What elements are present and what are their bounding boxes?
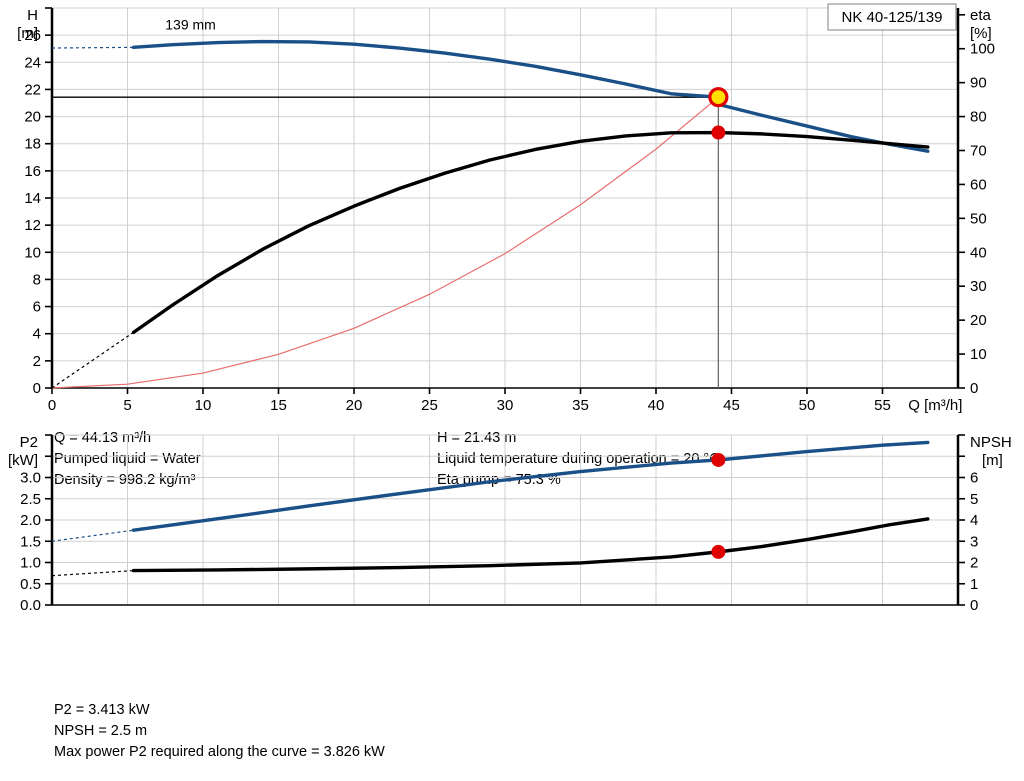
y-axis-title-left-unit: [m]: [17, 25, 38, 42]
y-tick-label-right: 2: [970, 555, 978, 572]
y-tick-label-left: 0.0: [20, 597, 41, 614]
head-efficiency-chart: 0 2 4 6 8 10 12 14 16 18 20 22 24 26 0 10 20 30 40 50 60 70 80…: [17, 3, 995, 414]
y-tick-label-left: 0.5: [20, 576, 41, 593]
duty-point-npsh: [711, 544, 726, 559]
power-curve-extension: [51, 529, 134, 542]
power-info-line: NPSH = 2.5 m: [54, 723, 148, 739]
head-curve: [131, 39, 930, 153]
power-npsh-plot: 0.0 0.5 1.0 1.5 2.0 2.5 3.0 0 1 2 3 4 5 6 P2[kW] NPSH[m…: [8, 434, 1012, 614]
npsh-curve: [131, 517, 930, 573]
x-tick-label: 55: [874, 397, 891, 414]
power-info-line: Max power P2 required along the curve = …: [54, 744, 385, 760]
y-tick-label-left: 1.0: [20, 555, 41, 572]
power-info-line: P2 = 3.413 kW: [54, 702, 150, 718]
x-tick-label: 50: [799, 397, 816, 414]
y-tick-label-left: 22: [24, 81, 41, 98]
y-tick-label-left: 18: [24, 136, 41, 153]
y-axis-title-right-unit: [%]: [970, 25, 992, 42]
x-axis-title: Q [m³/h]: [908, 397, 962, 414]
y-tick-label-left: 16: [24, 163, 41, 180]
x-tick-label: 30: [497, 397, 514, 414]
y-tick-label-right: 30: [970, 278, 987, 295]
y-tick-label-right: 50: [970, 210, 987, 227]
y-tick-label-left: 14: [24, 190, 41, 207]
y-tick-label-left: 8: [33, 271, 41, 288]
system-curve: [51, 96, 719, 389]
y-tick-label-right: 100: [970, 41, 995, 58]
x-tick-label: 35: [572, 397, 589, 414]
model-label: NK 40-125/139: [842, 9, 943, 26]
y-axis-title-left: P2: [20, 434, 38, 451]
impeller-size-label: 139 mm: [165, 17, 216, 33]
npsh-curve-extension: [51, 569, 134, 577]
y-axis-title-left: H: [27, 7, 38, 24]
efficiency-curve: [131, 130, 930, 335]
x-tick-label: 0: [48, 397, 56, 414]
y-tick-label-right: 1: [970, 576, 978, 593]
head-curve-extension: [51, 46, 134, 49]
y-tick-label-left: 10: [24, 244, 41, 261]
model-label-box: [827, 3, 957, 31]
y-tick-label-right: 90: [970, 75, 987, 92]
y-tick-label-left: 2: [33, 353, 41, 370]
y-tick-label-left: 20: [24, 109, 41, 126]
y-tick-label-right: 0: [970, 380, 978, 397]
duty-info-right-line: Liquid temperature during operation = 20…: [437, 451, 720, 467]
duty-info-right-line: H = 21.43 m: [437, 430, 517, 446]
y-tick-label-right: 5: [970, 491, 978, 508]
y-tick-label-left: 2.5: [20, 491, 41, 508]
y-tick-label-left: 24: [24, 54, 41, 71]
y-tick-label-left: 2.0: [20, 512, 41, 529]
y-tick-label-right: 10: [970, 346, 987, 363]
y-tick-label-right: 3: [970, 533, 978, 550]
x-tick-label: 10: [195, 397, 212, 414]
x-tick-label: 45: [723, 397, 740, 414]
y-tick-label-right: 4: [970, 512, 978, 529]
x-tick-label: 40: [648, 397, 665, 414]
duty-info-left-line: Q = 44.13 m³/h: [54, 430, 152, 446]
y-tick-label-left: 6: [33, 299, 41, 316]
y-tick-label-left: 4: [33, 326, 41, 343]
y-tick-label-left: 3.0: [20, 470, 41, 487]
power-npsh-chart: 0.0 0.5 1.0 1.5 2.0 2.5 3.0 0 1 2 3 4 5 6 P2 [kW] NPSH [m…: [0, 425, 1024, 625]
y-tick-label-right: 80: [970, 109, 987, 126]
y-tick-label-left: 1.5: [20, 533, 41, 550]
y-tick-label-right: 20: [970, 312, 987, 329]
y-tick-label-left: 0: [33, 380, 41, 397]
duty-point-efficiency: [711, 125, 726, 140]
y-axis-title-right: NPSH: [970, 434, 1012, 451]
power-curve: [131, 440, 930, 532]
x-tick-label: 20: [346, 397, 363, 414]
y-axis-title-right-unit: [m]: [982, 452, 1003, 469]
y-tick-label-left: 12: [24, 217, 41, 234]
y-axis-title-right: eta: [970, 7, 992, 24]
duty-info-left-line: Density = 998.2 kg/m³: [54, 472, 196, 488]
y-tick-label-right: 70: [970, 143, 987, 160]
head-efficiency-plot: 0246810121416182022242601020304050607080…: [17, 3, 995, 414]
x-tick-label: 25: [421, 397, 438, 414]
power-info: P2 = 3.413 kW NPSH = 2.5 m Max power P2 re…: [54, 700, 385, 763]
x-tick-label: 15: [270, 397, 287, 414]
duty-point-head: [708, 87, 729, 108]
y-tick-label-right: 6: [970, 470, 978, 487]
efficiency-curve-extension: [51, 331, 134, 389]
y-tick-label-left: 26: [24, 27, 41, 44]
duty-point-power: [711, 452, 726, 467]
y-tick-label-right: 0: [970, 597, 978, 614]
y-tick-label-right: 60: [970, 176, 987, 193]
y-tick-label-right: 40: [970, 244, 987, 261]
y-axis-title-left-unit: [kW]: [8, 452, 38, 469]
x-tick-label: 5: [123, 397, 131, 414]
